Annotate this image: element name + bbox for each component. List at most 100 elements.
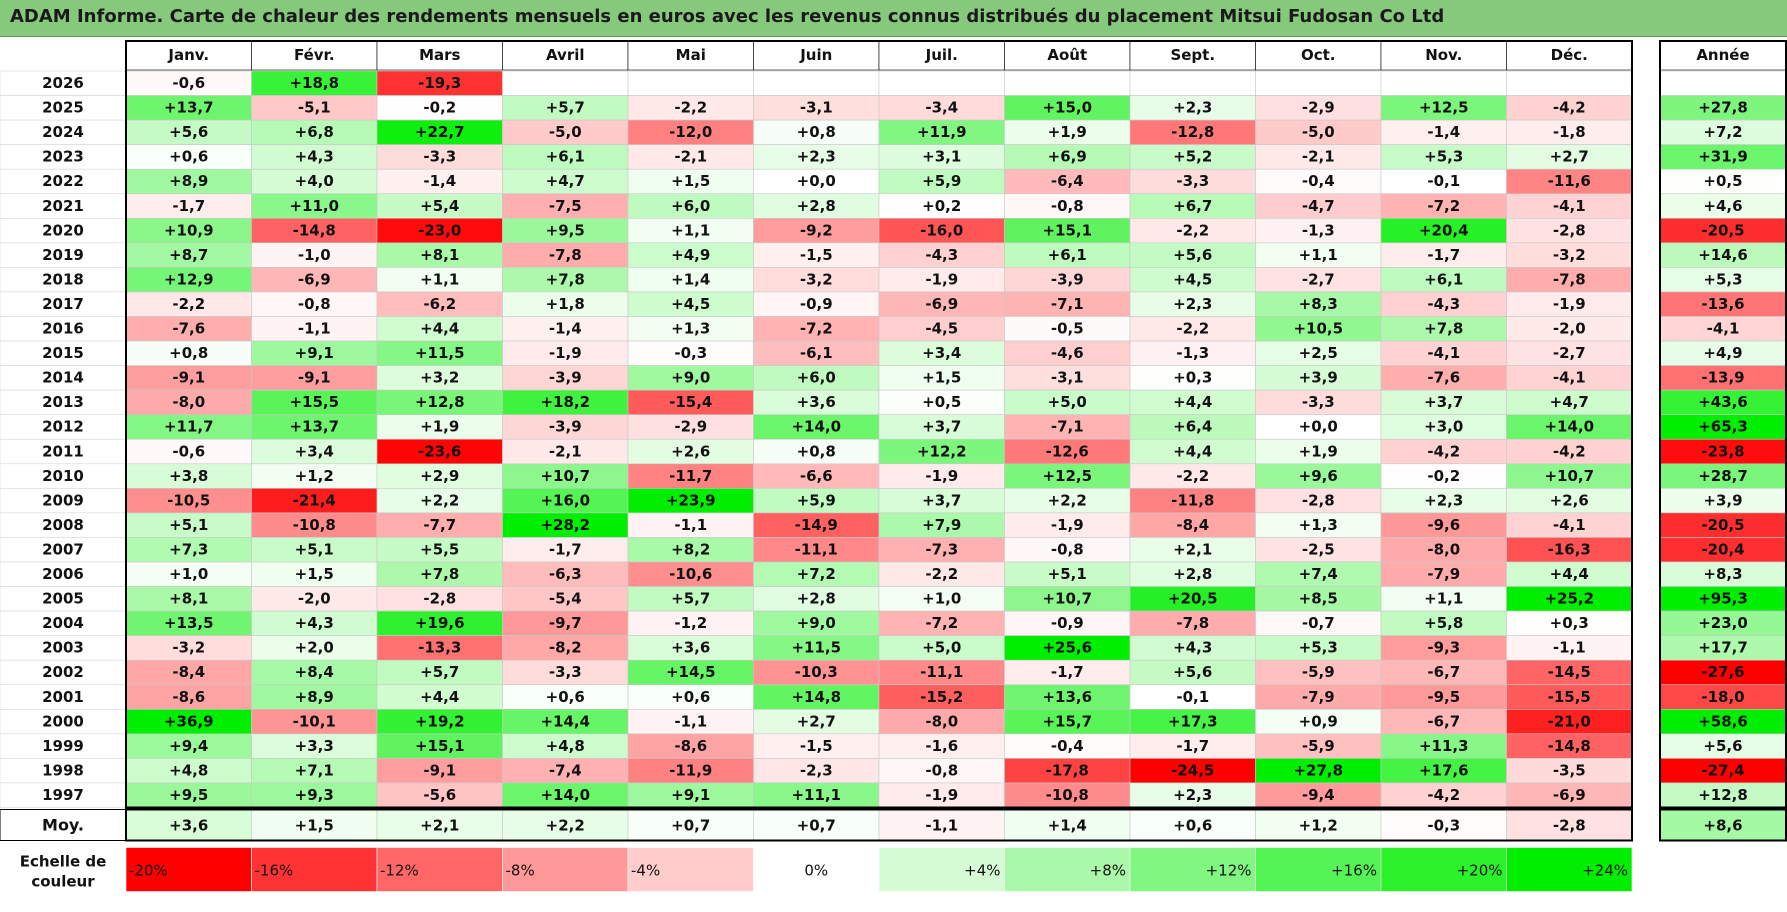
- cell-value: -23,6: [418, 442, 461, 460]
- cell-value: +5,5: [420, 540, 459, 558]
- heatmap-cell: [251, 144, 378, 170]
- heatmap-cell: [1506, 659, 1633, 686]
- cell-value: -1,3: [1176, 344, 1209, 362]
- cell-value: +4,3: [295, 614, 334, 632]
- heatmap-cell: [1004, 119, 1131, 145]
- heatmap-cell: [1380, 168, 1507, 195]
- cell-value: -7,7: [423, 516, 456, 534]
- cell-value: -2,2: [172, 295, 205, 313]
- month-header-cell: [1380, 40, 1507, 71]
- heatmap-cell: [753, 414, 880, 440]
- heatmap-cell: [376, 488, 503, 514]
- cell-value: +2,7: [797, 712, 836, 730]
- row-year-cell: [0, 561, 127, 587]
- cell-value: -1,4: [549, 320, 582, 338]
- cell-value: -3,1: [1051, 369, 1084, 387]
- heatmap-cell: [878, 610, 1005, 636]
- heatmap-cell: [1380, 119, 1507, 145]
- heatmap-cell: [1004, 365, 1131, 391]
- heatmap-cell: [502, 463, 629, 489]
- cell-value: -4,2: [1553, 442, 1586, 460]
- cell-value: +12,5: [1042, 467, 1092, 485]
- heatmap-cell: [1506, 463, 1633, 489]
- heatmap-cell: [753, 70, 880, 96]
- heatmap-cell: [251, 267, 378, 293]
- cell-value: +3,7: [922, 418, 961, 436]
- heatmap-cell: [1004, 733, 1131, 759]
- cell-value: +1,1: [671, 221, 710, 239]
- cell-value: +6,4: [1173, 418, 1212, 436]
- heatmap-cell: [878, 561, 1005, 587]
- cell-value: +3,3: [295, 737, 334, 755]
- heatmap-cell: [878, 586, 1005, 612]
- cell-value: +11,0: [289, 197, 339, 215]
- cell-value: +6,1: [546, 148, 585, 166]
- year-header-label: Année: [1696, 46, 1749, 64]
- cell-value: -9,2: [800, 221, 833, 239]
- cell-value: +0,3: [1550, 614, 1589, 632]
- annual-value: -13,6: [1701, 295, 1744, 313]
- heatmap-cell: [1004, 242, 1131, 268]
- heatmap-cell: [753, 635, 880, 661]
- heatmap-cell: [502, 635, 629, 661]
- annual-value: +0,5: [1703, 172, 1742, 190]
- cell-value: -16,3: [1548, 540, 1591, 558]
- cell-value: -7,9: [1427, 565, 1460, 583]
- cell-value: +4,5: [671, 295, 710, 313]
- cell-value: +8,5: [1299, 590, 1338, 608]
- heatmap-cell: [753, 512, 880, 538]
- cell-value: +4,7: [546, 172, 585, 190]
- heatmap-cell: [627, 684, 754, 710]
- cell-value: +15,0: [1042, 99, 1092, 117]
- annual-value: +4,6: [1703, 197, 1742, 215]
- cell-value: +2,9: [420, 467, 459, 485]
- cell-value: +14,4: [540, 712, 590, 730]
- cell-value: +14,5: [666, 663, 716, 681]
- average-cell: [502, 809, 629, 841]
- month-header-cell: [1129, 40, 1256, 71]
- cell-value: +0,0: [1299, 418, 1338, 436]
- cell-value: -11,9: [669, 761, 712, 779]
- chart-title: ADAM Informe. Carte de chaleur des rende…: [10, 6, 1445, 27]
- scale-swatch-label: +24%: [1582, 862, 1628, 880]
- average-cell: [1129, 809, 1256, 841]
- heatmap-cell: [1506, 144, 1633, 170]
- cell-value: +5,6: [1173, 246, 1212, 264]
- cell-value: -3,4: [925, 99, 958, 117]
- heatmap-cell: [502, 733, 629, 759]
- heatmap-cell: [251, 340, 378, 366]
- cell-value: -6,7: [1427, 663, 1460, 681]
- cell-value: -7,4: [549, 761, 582, 779]
- heatmap-cell: [753, 782, 880, 808]
- cell-value: -6,6: [800, 467, 833, 485]
- cell-value: +1,8: [546, 295, 585, 313]
- heatmap-cell: [125, 95, 252, 121]
- heatmap-cell: [1004, 414, 1131, 440]
- row-year-label: 2009: [42, 491, 84, 509]
- cell-value: -0,4: [1302, 172, 1335, 190]
- cell-value: -9,5: [1427, 688, 1460, 706]
- grid-border: [125, 40, 1633, 809]
- cell-value: -1,5: [800, 246, 833, 264]
- cell-value: +4,4: [1550, 565, 1589, 583]
- cell-value: -3,3: [549, 663, 582, 681]
- heatmap-cell: [1255, 144, 1382, 170]
- cell-value: -4,7: [1302, 197, 1335, 215]
- annual-cell: [1659, 193, 1787, 219]
- heatmap-cell: [1129, 291, 1256, 317]
- cell-value: -6,4: [1051, 172, 1084, 190]
- heatmap-cell: [1004, 659, 1131, 686]
- average-cell: [376, 809, 503, 841]
- cell-value: +6,1: [1048, 246, 1087, 264]
- heatmap-cell: [1129, 659, 1256, 686]
- cell-value: -10,1: [293, 712, 336, 730]
- cell-value: +3,2: [420, 369, 459, 387]
- cell-value: +7,3: [169, 540, 208, 558]
- row-year-cell: [0, 340, 127, 366]
- cell-value: +6,1: [1424, 270, 1463, 288]
- cell-value: -2,2: [1176, 221, 1209, 239]
- heatmap-cell: [1004, 684, 1131, 710]
- scale-swatch-label: +16%: [1331, 862, 1377, 880]
- annual-cell: [1659, 488, 1787, 514]
- cell-value: +11,7: [164, 418, 214, 436]
